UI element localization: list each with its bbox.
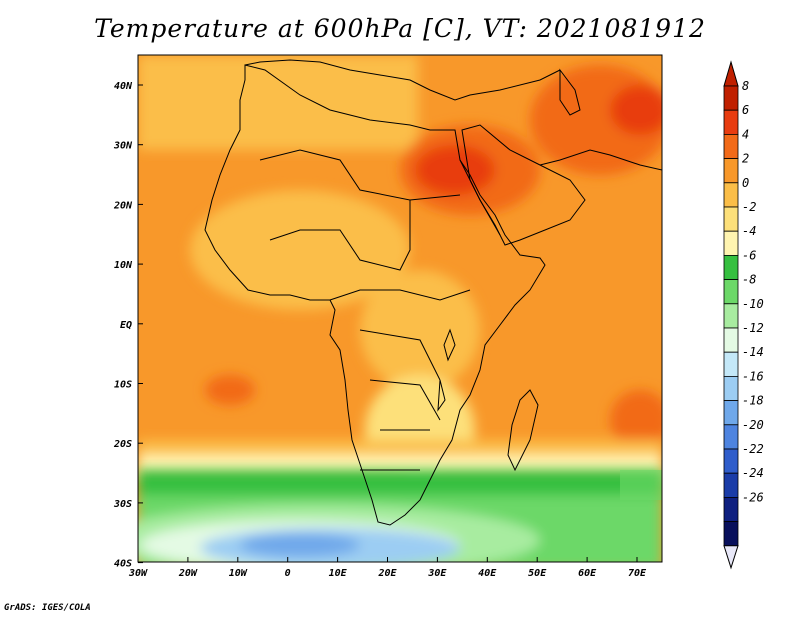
color-bar-label: 0 [742, 176, 749, 190]
lat-label-30n: 30N [113, 141, 133, 152]
lat-label-20n: 20N [113, 200, 133, 211]
color-bar-segment [723, 521, 739, 547]
color-bar-segment [723, 182, 739, 208]
color-bar-label: 8 [742, 79, 749, 93]
color-bar-segment [723, 109, 739, 135]
lat-label-10s: 10S [114, 380, 132, 391]
lon-label-0: 0 [285, 568, 291, 579]
color-bar-label: -22 [742, 442, 764, 456]
color-bar-label: -12 [742, 321, 764, 335]
color-bar-over-arrow [723, 60, 739, 87]
color-bar [723, 60, 739, 570]
color-bar-segment [723, 351, 739, 377]
color-bar-label: -14 [742, 345, 764, 359]
color-bar-segment [723, 375, 739, 401]
lon-label-50e: 50E [528, 568, 547, 579]
color-bar-label: 4 [742, 127, 749, 141]
lat-label-10n: 10N [114, 260, 133, 271]
color-bar-segment [723, 133, 739, 159]
map-frame [137, 54, 663, 563]
lat-label-40n: 40N [114, 81, 133, 92]
temperature-field [138, 55, 662, 562]
lon-label-40e: 40E [478, 568, 497, 579]
lon-label-60e: 60E [578, 568, 597, 579]
color-bar-labels: 8 6 4 2 0 -2 -4 -6 -8 -10 -12 -14 -16 -18 -20 -22 -24 -26 [742, 79, 764, 504]
color-bar-label: -20 [742, 418, 764, 432]
color-bar-segment [723, 230, 739, 256]
color-bar-label: -16 [742, 369, 764, 383]
color-bar-label: -18 [742, 394, 764, 408]
color-bar-segment [723, 472, 739, 498]
coastlines [204, 59, 662, 526]
color-bar-segment [723, 279, 739, 305]
lon-label-20w: 20W [178, 568, 198, 579]
map-title: Temperature at 600hPa [C], VT: 202108191… [94, 14, 706, 43]
color-bar-segment [723, 206, 739, 232]
color-bar-segment [723, 303, 739, 329]
color-bar-segment [723, 424, 739, 450]
color-bar-under-arrow [723, 545, 739, 570]
lat-label-20s: 20S [113, 439, 132, 450]
lat-label-30s: 30S [113, 499, 132, 510]
color-bar-segment [723, 448, 739, 474]
color-bar-label: -10 [742, 297, 764, 311]
color-bar-segment [723, 85, 739, 111]
lon-label-30w: 30W [128, 568, 148, 579]
lat-label-eq: EQ [120, 320, 132, 331]
color-bar-label: -8 [742, 273, 756, 287]
color-bar-label: -4 [742, 224, 756, 238]
lon-label-10e: 10E [329, 568, 348, 579]
grads-credit: GrADS: IGES/COLA [4, 603, 91, 613]
color-bar-label: -24 [742, 466, 764, 480]
color-bar-label: 6 [742, 103, 749, 117]
color-bar-segment [723, 158, 739, 184]
color-bar-label: -2 [742, 200, 756, 214]
lon-label-10w: 10W [229, 568, 248, 579]
color-bar-segment [723, 400, 739, 426]
color-bar-segment [723, 254, 739, 280]
color-bar-segment [723, 496, 739, 522]
latitude-axis: 40N 30N 20N 10N EQ 10S 20S 30S 40S [113, 81, 143, 570]
color-bar-label: -6 [742, 248, 756, 262]
lon-label-20e: 20E [377, 568, 397, 579]
lon-label-30e: 30E [427, 568, 447, 579]
lat-label-40s: 40S [114, 559, 132, 570]
color-bar-segment [723, 327, 739, 353]
longitude-axis: 30W 20W 10W 0 10E 20E 30E 40E 50E 60E 70E [128, 557, 647, 579]
color-bar-label: -26 [742, 490, 764, 504]
color-bar-label: 2 [742, 152, 749, 166]
lon-label-70e: 70E [628, 568, 647, 579]
